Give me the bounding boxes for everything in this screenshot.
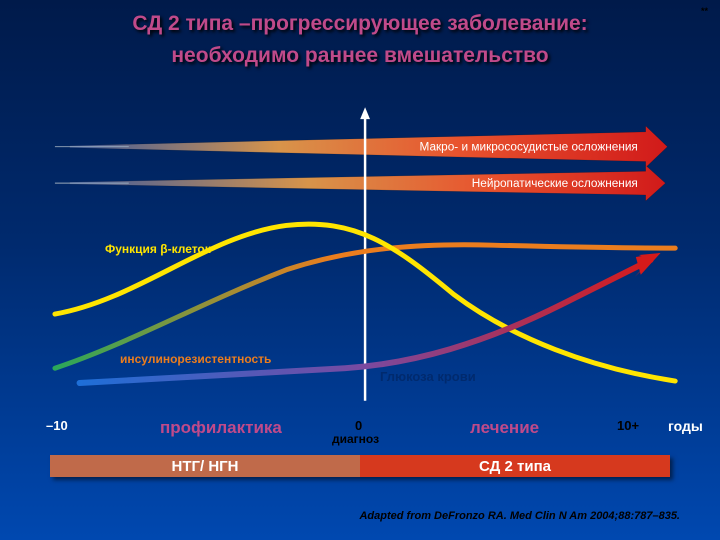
title-line2: необходимо раннее вмешательство bbox=[0, 40, 720, 72]
stage-t2dm: СД 2 типа bbox=[360, 455, 670, 477]
slide-title: СД 2 типа –прогрессирующее заболевание: … bbox=[0, 8, 720, 71]
title-line1: СД 2 типа –прогрессирующее заболевание: bbox=[0, 8, 720, 40]
tick-minus10: –10 bbox=[46, 418, 68, 433]
phase-prevention: профилактика bbox=[160, 418, 282, 438]
citation: Adapted from DeFronzo RA. Med Clin N Am … bbox=[359, 510, 680, 522]
years-label: годы bbox=[668, 418, 703, 434]
stage-bar: НТГ/ НГН СД 2 типа bbox=[50, 455, 670, 477]
stage-igt: НТГ/ НГН bbox=[50, 455, 360, 477]
svg-text:Нейропатические осложнения: Нейропатические осложнения bbox=[472, 176, 638, 190]
tick-zero-sub: диагноз bbox=[332, 432, 379, 446]
label-glucose: Глюкоза крови bbox=[380, 370, 476, 385]
tick-zero: 0 bbox=[355, 418, 362, 433]
time-axis: –10 0 диагноз 10+ профилактика лечение г… bbox=[50, 418, 670, 452]
svg-text:Макро- и микрососудистые ослож: Макро- и микрососудистые осложнения bbox=[420, 140, 638, 154]
phase-treatment: лечение bbox=[470, 418, 539, 438]
label-ir: инсулинорезистентность bbox=[120, 353, 271, 367]
tick-ten: 10+ bbox=[617, 418, 639, 433]
label-beta: Функция β-клеток bbox=[105, 243, 211, 257]
progression-chart: Макро- и микрососудистые осложнения Нейро… bbox=[50, 95, 670, 405]
